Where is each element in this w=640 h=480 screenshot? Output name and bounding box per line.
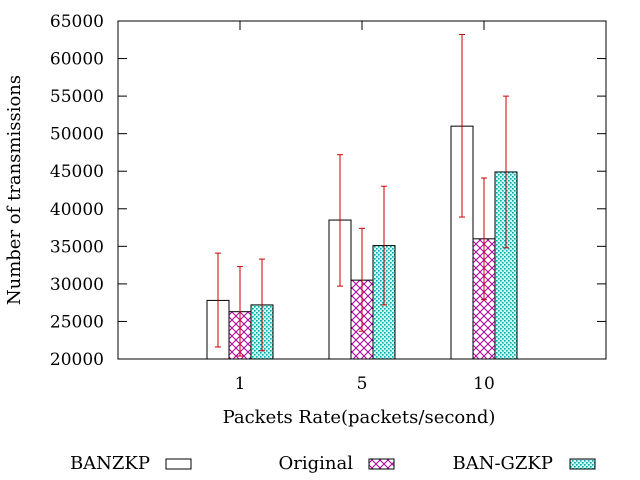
x-tick-label: 5 <box>357 374 368 394</box>
y-tick-label: 30000 <box>50 275 104 295</box>
x-tick-label: 10 <box>473 374 495 394</box>
y-tick-label: 60000 <box>50 50 104 70</box>
legend-label: Original <box>279 453 354 474</box>
y-axis-label: Number of transmissions <box>4 75 25 305</box>
legend-swatch <box>165 458 192 470</box>
y-tick-label: 25000 <box>50 312 104 332</box>
y-tick-label: 50000 <box>50 125 104 145</box>
error-bars-group <box>215 34 509 357</box>
x-axis-label: Packets Rate(packets/second) <box>223 407 496 428</box>
y-tick-label: 20000 <box>50 350 104 370</box>
x-tick-label: 1 <box>235 374 246 394</box>
legend-label: BAN-GZKP <box>452 453 553 474</box>
legend-swatch <box>368 458 395 470</box>
y-tick-label: 35000 <box>50 237 104 257</box>
y-tick-label: 40000 <box>50 200 104 220</box>
y-axis: 20000 25000 30000 35000 40000 45000 50000 55000… <box>50 12 606 370</box>
legend: BANZKP Original BAN-GZKP <box>70 453 596 474</box>
y-tick-label: 55000 <box>50 87 104 107</box>
y-tick-label: 65000 <box>50 12 104 32</box>
legend-label: BANZKP <box>70 453 150 474</box>
y-tick-label: 45000 <box>50 162 104 182</box>
legend-swatch <box>569 458 596 470</box>
